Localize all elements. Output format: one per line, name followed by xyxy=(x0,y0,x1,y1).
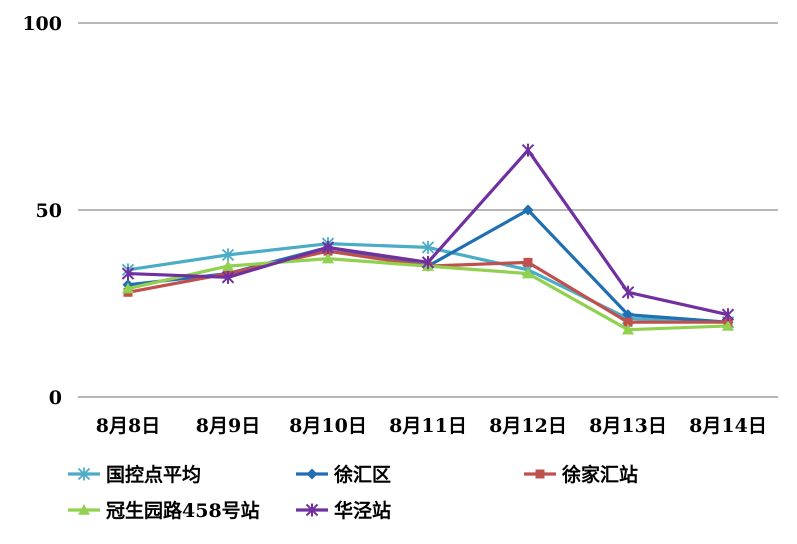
data-point xyxy=(222,260,234,271)
legend-label: 徐家汇站 xyxy=(561,463,638,486)
legend-marker xyxy=(306,468,318,480)
legend-label: 国控点平均 xyxy=(106,463,201,486)
data-point xyxy=(622,323,634,335)
data-point xyxy=(321,240,335,254)
legend-marker xyxy=(305,503,319,517)
x-tick-label: 8月11日 xyxy=(389,415,467,437)
data-point xyxy=(622,309,634,321)
x-tick-label: 8月10日 xyxy=(289,415,367,437)
y-axis-ticks: 0 50 100 xyxy=(22,13,62,409)
data-point xyxy=(122,282,134,294)
data-point xyxy=(621,285,635,299)
data-point xyxy=(523,257,533,267)
data-point xyxy=(721,308,735,322)
legend-item: 国控点平均 xyxy=(68,463,201,486)
y-tick-label: 50 xyxy=(36,200,62,222)
legend-label: 冠生园路458号站 xyxy=(106,499,260,522)
legend-label: 华泾站 xyxy=(334,499,391,522)
data-point xyxy=(121,267,135,281)
legend-label: 徐汇区 xyxy=(333,463,391,486)
data-point xyxy=(322,252,334,264)
x-tick-label: 8月13日 xyxy=(589,415,667,437)
data-point xyxy=(221,270,235,284)
x-axis-ticks: 8月8日 8月9日 8月10日 8月11日 8月12日 8月13日 8月14日 xyxy=(96,415,767,437)
data-point xyxy=(421,240,435,254)
data-point xyxy=(722,319,734,331)
data-point xyxy=(623,317,633,327)
x-tick-label: 8月12日 xyxy=(489,415,567,437)
data-point xyxy=(521,143,535,157)
y-tick-label: 100 xyxy=(22,13,62,35)
legend-item: 华泾站 xyxy=(296,499,391,522)
legend-item: 冠生园路458号站 xyxy=(68,499,260,522)
y-tick-label: 0 xyxy=(49,387,62,409)
legend-item: 徐家汇站 xyxy=(524,463,638,486)
series-4 xyxy=(121,143,735,322)
legend-item: 徐汇区 xyxy=(296,463,391,486)
data-point xyxy=(421,255,435,269)
gridlines xyxy=(78,22,778,398)
series-line xyxy=(127,242,729,324)
series-lines xyxy=(121,143,735,335)
legend-marker xyxy=(78,504,90,515)
data-point xyxy=(522,267,534,279)
data-point xyxy=(522,204,534,216)
data-point xyxy=(221,248,235,262)
legend-marker xyxy=(535,469,545,479)
series-line xyxy=(127,148,729,317)
legend-marker xyxy=(77,467,91,481)
x-tick-label: 8月14日 xyxy=(689,415,767,437)
x-tick-label: 8月9日 xyxy=(196,415,260,437)
x-tick-label: 8月8日 xyxy=(96,415,160,437)
